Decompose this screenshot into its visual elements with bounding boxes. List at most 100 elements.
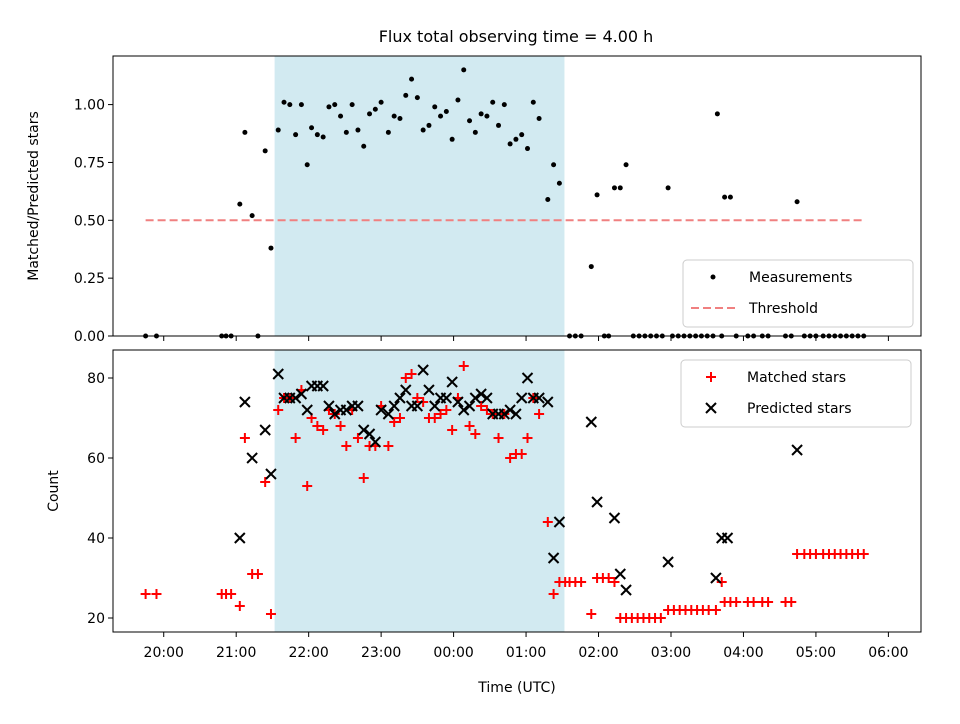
matched-star-point [441,405,452,415]
x-axis-label: Time (UTC) [477,680,555,696]
x-tick-label: 04:00 [723,645,763,661]
measurement-point [665,185,671,191]
y-tick-label: 80 [87,371,105,387]
predicted-star-point [317,380,329,392]
measurement-point [414,95,420,101]
measurement-point [409,76,415,82]
measurement-point [461,67,467,73]
measurement-point [496,122,502,128]
matched-star-point [731,597,742,607]
predicted-star-point [446,376,458,388]
measurement-point [237,201,243,207]
predicted-star-point [458,404,470,416]
predicted-star-point [463,400,476,412]
measurement-point [293,132,299,138]
legend-label: Predicted stars [747,401,852,417]
legend-marker-predicted [705,402,717,414]
predicted-star-point [481,392,493,404]
series-predicted-stars [234,364,803,596]
y-tick-label: 20 [87,611,105,627]
matched-star-point [464,421,475,431]
measurement-point [490,99,496,105]
predicted-star-point [614,568,626,580]
predicted-star-point [265,468,277,480]
predicted-star-point [521,372,534,384]
matched-star-point [358,473,369,483]
measurement-point [551,162,557,168]
predicted-star-point [340,404,353,416]
predicted-star-point [363,428,376,440]
matched-star-point [522,433,533,443]
measurement-point [268,245,274,251]
measurement-point [378,99,384,105]
y-axis-label: Count [46,470,62,512]
measurement-point [623,162,629,168]
matched-star-point [352,433,363,443]
predicted-star-point [469,392,482,404]
measurement-point [242,129,248,135]
y-axis-label: Matched/Predicted stars [26,111,42,281]
predicted-star-point [272,368,284,380]
predicted-star-point [239,396,251,408]
measurement-point [367,111,373,117]
matched-star-point [542,517,553,527]
measurement-point [722,194,728,200]
measurement-point [320,134,326,140]
measurement-point [794,199,800,205]
matched-star-point [239,433,250,443]
matched-star-point [406,369,417,379]
measurement-point [372,106,378,112]
top-panel: 0.00 0.25 0.50 0.75 1.00 Matched/Predicted st… [26,55,922,345]
matched-star-point [151,589,162,599]
predicted-star-point [542,396,554,408]
measurement-point [588,264,594,270]
matched-star-point [516,449,527,459]
matched-star-point [226,589,237,599]
predicted-star-point [411,400,424,412]
predicted-star-point [516,392,528,404]
measurement-point [484,113,490,119]
measurement-point [513,136,519,142]
y-tick-label: 60 [87,451,105,467]
matched-star-point [435,409,446,419]
measurement-point [349,102,355,108]
predicted-star-point [791,444,803,456]
legend-label: Threshold [748,301,818,317]
matched-star-point [389,417,400,427]
measurement-point [426,122,432,128]
y-tick-label: 40 [87,531,105,547]
matched-star-point [260,477,271,487]
measurement-point [501,102,507,108]
matched-star-point [418,397,429,407]
matched-star-point [312,421,323,431]
matched-star-point [710,605,721,615]
measurement-point [556,180,562,186]
matched-star-point [603,573,614,583]
measurement-point [403,92,409,98]
measurement-point [478,111,484,117]
legend-label: Matched stars [747,370,846,386]
predicted-star-point [662,556,674,568]
matched-star-point [140,589,151,599]
chart-title: Flux total observing time = 4.00 h [379,27,654,46]
predicted-star-point [388,400,400,412]
legend-label: Measurements [749,270,852,286]
matched-star-point [655,613,666,623]
x-tick-label: 21:00 [216,645,256,661]
measurement-point [545,196,551,202]
matched-star-point [252,569,263,579]
predicted-star-point [234,532,246,544]
predicted-star-point [585,416,597,428]
matched-star-point [470,429,481,439]
measurement-point [304,162,310,168]
matched-star-point [786,597,797,607]
legend-box [680,359,912,428]
predicted-star-point [323,400,335,412]
matched-star-point [290,433,301,443]
observing-window-shade [274,350,565,632]
matched-star-point [505,453,516,463]
axes-frame [112,349,922,633]
predicted-star-point [547,552,560,564]
predicted-star-point [591,496,603,508]
measurement-point [332,102,338,108]
